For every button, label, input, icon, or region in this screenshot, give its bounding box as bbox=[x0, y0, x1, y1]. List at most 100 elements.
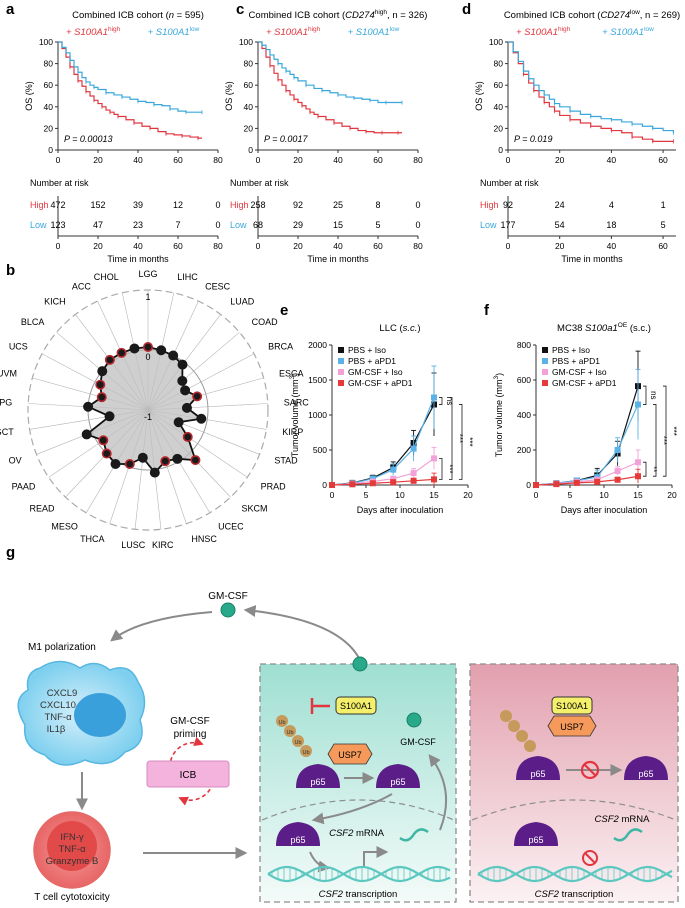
tg-y-tick-label: 0 bbox=[322, 480, 327, 490]
tg-x-tick-label: 5 bbox=[364, 490, 369, 500]
radar-axis-label: THCA bbox=[80, 534, 105, 544]
km-x-tick-label: 40 bbox=[133, 155, 143, 165]
tg-sig-label: ns bbox=[649, 391, 658, 399]
km-title: Combined ICB cohort (CD274high, n = 326) bbox=[249, 9, 428, 21]
csf2-mrna-label-pink: CSF2 mRNA bbox=[595, 814, 651, 825]
p65-label-pink-left: p65 bbox=[530, 769, 545, 779]
nuclear-envelope-teal bbox=[261, 799, 455, 821]
radar-chart: LGG LIHC CESC LUAD COAD BRCA ESCA SARC KIRP STAD P… bbox=[0, 269, 309, 550]
km-y-tick-label: 0 bbox=[48, 145, 53, 155]
radar-point-ucs bbox=[95, 379, 106, 390]
tg-legend-marker bbox=[338, 380, 344, 386]
km-risk-high-value: 92 bbox=[293, 200, 303, 210]
ub-label-2: Ub bbox=[286, 730, 293, 736]
tg-point bbox=[573, 479, 580, 486]
nuclear-envelope-pink bbox=[471, 799, 677, 821]
km-risk-low-value: 5 bbox=[661, 220, 666, 230]
tg-point bbox=[349, 481, 356, 488]
km-risk-tick-label: 0 bbox=[256, 241, 261, 251]
ub-4 bbox=[300, 745, 312, 757]
km-risk-high-label: High bbox=[480, 200, 499, 210]
tg-point bbox=[390, 475, 397, 482]
tg-line bbox=[331, 404, 435, 486]
km-risk-tick-label: 60 bbox=[373, 241, 383, 251]
km-title-post: , n = 326) bbox=[387, 10, 427, 21]
km-x-tick-label: 60 bbox=[373, 155, 383, 165]
p65-left-pink bbox=[516, 756, 560, 780]
radar-axis-label: STAD bbox=[274, 455, 298, 465]
radar-axis-label: CESC bbox=[205, 282, 231, 292]
radar-axis-label: READ bbox=[29, 504, 55, 514]
tcell-granzyme: Granzyme B bbox=[46, 856, 99, 867]
km-legend-high: + S100A1high bbox=[266, 26, 321, 38]
tg-y-tick-label: 200 bbox=[517, 445, 531, 455]
km-y-tick-label: 40 bbox=[244, 102, 254, 112]
km-x-tick-label: 40 bbox=[333, 155, 343, 165]
km-risk-tick-label: 80 bbox=[413, 241, 423, 251]
radar-point-tgct bbox=[104, 411, 115, 422]
tg-point bbox=[431, 455, 437, 462]
radar-r-tick: 1 bbox=[145, 292, 150, 302]
km-legend-high-text: + S100A1 bbox=[66, 27, 108, 38]
km-legend-high-text: + S100A1 bbox=[516, 27, 558, 38]
km-title-post: , n = 269) bbox=[640, 10, 680, 21]
icb-box bbox=[146, 760, 230, 788]
ub-label-4: Ub bbox=[302, 750, 309, 756]
km-pvalue: P = 0.019 bbox=[514, 134, 552, 144]
p65-right-pink bbox=[624, 756, 668, 780]
km-x-tick-label: 80 bbox=[413, 155, 423, 165]
prohibit-icon-slash bbox=[583, 763, 597, 777]
mechanism-diagram: GM-CSF M1 polarization CXCL9 CXCL10 TNF-… bbox=[17, 591, 679, 903]
tg-point bbox=[614, 468, 621, 474]
tg-sig-bracket bbox=[449, 397, 453, 480]
radar-axis-label: PAAD bbox=[12, 481, 36, 491]
radar-axis-label: LUSC bbox=[121, 540, 146, 550]
km-risk-tick-label: 40 bbox=[333, 241, 343, 251]
km-y-tick-label: 60 bbox=[44, 80, 54, 90]
dna-helix-teal bbox=[267, 865, 451, 883]
tg-point bbox=[431, 476, 437, 483]
icb-label: ICB bbox=[180, 770, 197, 781]
tg-point bbox=[635, 473, 641, 480]
priming-cycle-bottom bbox=[178, 775, 215, 806]
tcell-nucleus bbox=[47, 821, 97, 871]
tg-legend-text: GM-CSF + Iso bbox=[348, 367, 403, 377]
km-x-label: Time in months bbox=[107, 254, 169, 264]
km-y-tick-label: 20 bbox=[494, 123, 504, 133]
tg-y-tick-label: 500 bbox=[313, 445, 327, 455]
radar-r-tick: -1 bbox=[144, 412, 152, 422]
km-risk-tick-label: 80 bbox=[213, 241, 223, 251]
panel-label-a: a bbox=[6, 1, 15, 18]
tg-sig-label: *** bbox=[669, 427, 678, 436]
transcription-suffix: transcription bbox=[343, 889, 397, 900]
macrophage-cxcl9: CXCL9 bbox=[47, 688, 78, 699]
km-legend-low-text: + S100A1 bbox=[348, 27, 390, 38]
p65-left-teal bbox=[296, 764, 340, 788]
radar-axis-label: SARC bbox=[284, 398, 310, 408]
km-y-tick-label: 60 bbox=[244, 80, 254, 90]
p65-nuclear-teal bbox=[276, 822, 320, 846]
radar-axis-label: LGG bbox=[138, 269, 157, 279]
radar-point-blca bbox=[97, 366, 108, 377]
tg-legend-text: GM-CSF + Iso bbox=[552, 367, 607, 377]
km-curve-low bbox=[508, 41, 675, 133]
prohibit-icon-transcription bbox=[582, 850, 598, 866]
gmcsf-membrane-dot bbox=[352, 656, 368, 672]
tg-point bbox=[329, 482, 335, 488]
csf2-tx-label-pink: CSF2 transcription bbox=[535, 889, 614, 900]
km-risk-tick-label: 60 bbox=[658, 241, 668, 251]
tg-point bbox=[390, 466, 397, 473]
km-risk-tick-label: 20 bbox=[293, 241, 303, 251]
ub-1 bbox=[276, 715, 288, 727]
priming-label-2: priming bbox=[174, 729, 207, 740]
radar-point-uvm bbox=[96, 392, 107, 403]
gmcsf-top-dot bbox=[220, 602, 236, 618]
radar-r-tick: 0 bbox=[145, 352, 150, 362]
tg-sig-bracket bbox=[663, 385, 667, 477]
km-title-pre: Combined ICB cohort ( bbox=[249, 10, 346, 21]
km-title-sup: high bbox=[375, 9, 388, 16]
radar-point-thca bbox=[124, 459, 135, 470]
tg-point bbox=[614, 476, 621, 483]
tg-x-tick-label: 10 bbox=[599, 490, 609, 500]
csf2-gene-italic: CSF2 bbox=[595, 814, 620, 825]
